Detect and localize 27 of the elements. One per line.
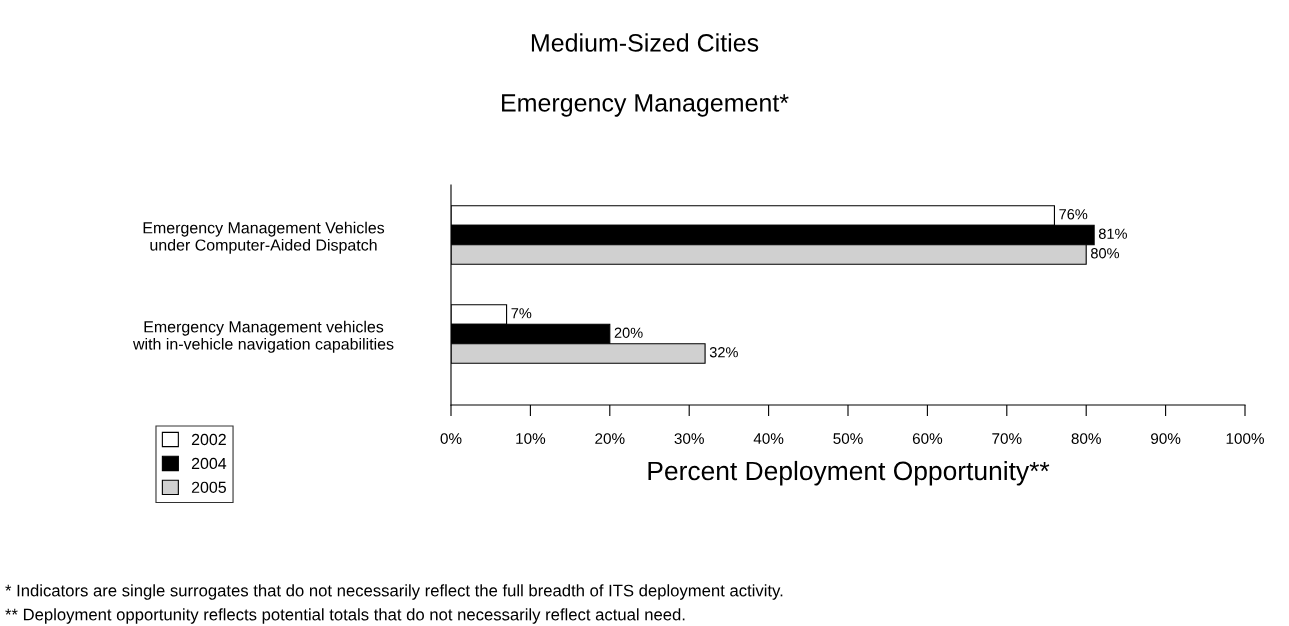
x-tick-label: 10% (516, 433, 546, 444)
data-label: 80% (1091, 248, 1120, 259)
x-tick-label: 0% (440, 433, 462, 444)
x-axis-title: Percent Deployment Opportunity** (648, 460, 1050, 486)
data-label: 81% (1098, 228, 1127, 239)
x-tick-label: 70% (992, 433, 1022, 444)
legend-label: 2004 (191, 457, 227, 470)
legend-label: 2002 (191, 433, 226, 446)
x-tick-label: 60% (912, 433, 943, 444)
y-tick-label: Emergency Management Vehicles under Computer-Aided Dispatch (143, 221, 385, 254)
data-label: 76% (1059, 209, 1088, 220)
x-tick-label: 50% (833, 433, 863, 444)
text: ** Deployment opportunity reflects potential totals that do not necessarily reflect actual need. (5, 608, 685, 624)
data-label: 7% (511, 308, 532, 319)
x-tick-label: 100% (1226, 433, 1264, 444)
x-tick-label: 90% (1151, 433, 1181, 444)
text: * Indicators are single surrogates that do not necessarily reflect the full breadth of ITS deployment activity. (5, 584, 783, 600)
x-tick-label: 30% (674, 433, 704, 444)
data-label: 20% (614, 327, 643, 338)
x-tick-label: 40% (753, 433, 784, 444)
chart-title: Medium-Sized Cities (531, 33, 759, 52)
x-tick-label: 80% (1071, 433, 1101, 444)
y-tick-label: Emergency Management vehicles with in-vehicle navigation capabilities (132, 320, 394, 353)
legend-label: 2005 (191, 481, 226, 493)
chart-subtitle: Emergency Management* (502, 94, 789, 117)
x-tick-label: 20% (595, 433, 625, 444)
data-label: 32% (709, 347, 738, 358)
